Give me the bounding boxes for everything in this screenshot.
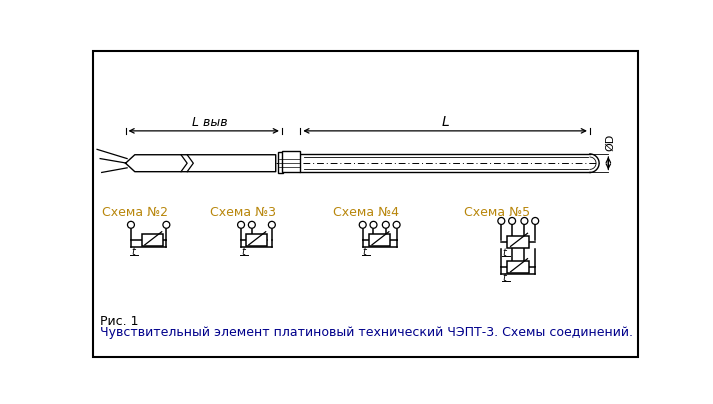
- Circle shape: [128, 221, 135, 228]
- Circle shape: [521, 217, 528, 225]
- Text: t: t: [363, 247, 366, 257]
- Text: Схема №3: Схема №3: [210, 206, 276, 219]
- Bar: [369, 234, 391, 246]
- Circle shape: [237, 221, 245, 228]
- Text: L: L: [441, 115, 449, 128]
- Circle shape: [163, 221, 170, 228]
- Circle shape: [498, 217, 505, 225]
- Bar: [142, 234, 163, 246]
- Bar: [508, 236, 529, 248]
- Circle shape: [359, 221, 366, 228]
- Text: t: t: [503, 274, 507, 283]
- Text: Схема №4: Схема №4: [334, 206, 399, 219]
- Circle shape: [370, 221, 377, 228]
- Circle shape: [382, 221, 389, 228]
- Text: t: t: [241, 247, 245, 257]
- Text: Схема №5: Схема №5: [464, 206, 530, 219]
- Text: Схема №2: Схема №2: [103, 206, 168, 219]
- Text: t: t: [131, 247, 135, 257]
- Circle shape: [508, 217, 515, 225]
- Text: ØD: ØD: [605, 134, 615, 151]
- Text: Рис. 1: Рис. 1: [100, 315, 138, 328]
- Polygon shape: [125, 155, 276, 172]
- Circle shape: [268, 221, 275, 228]
- Bar: [246, 234, 267, 246]
- Bar: [278, 152, 282, 173]
- Text: L выв: L выв: [193, 116, 227, 128]
- Circle shape: [248, 221, 255, 228]
- Bar: [508, 261, 529, 274]
- Circle shape: [393, 221, 400, 228]
- Text: t: t: [503, 248, 507, 258]
- Bar: [282, 151, 300, 173]
- Text: Чувствительный элемент платиновый технический ЧЭПТ-3. Схемы соединений.: Чувствительный элемент платиновый технич…: [100, 326, 633, 339]
- Circle shape: [532, 217, 538, 225]
